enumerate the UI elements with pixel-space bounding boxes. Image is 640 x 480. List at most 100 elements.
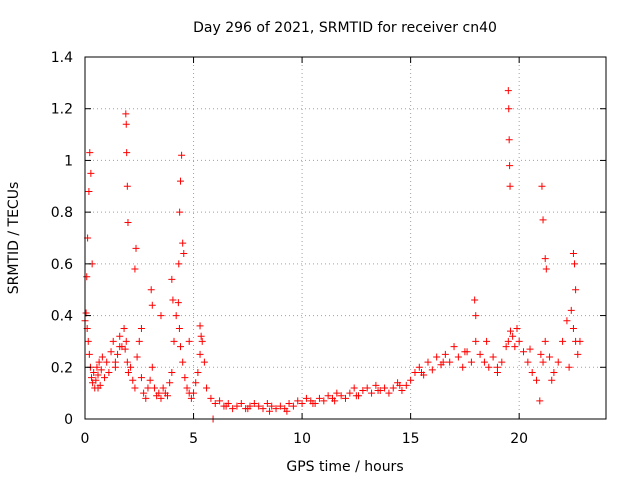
data-point bbox=[439, 358, 447, 366]
data-point bbox=[402, 381, 410, 389]
data-point bbox=[515, 337, 523, 345]
data-point bbox=[504, 87, 512, 95]
x-tick-label: 5 bbox=[189, 431, 198, 447]
data-point bbox=[485, 363, 493, 371]
data-point bbox=[121, 345, 129, 353]
data-point bbox=[467, 358, 475, 366]
data-point bbox=[526, 345, 534, 353]
y-tick-label: 1.4 bbox=[51, 50, 73, 66]
data-point bbox=[506, 182, 514, 190]
data-point bbox=[363, 384, 371, 392]
data-point bbox=[450, 343, 458, 351]
data-point bbox=[190, 389, 198, 397]
data-point bbox=[105, 368, 113, 376]
data-point bbox=[539, 216, 547, 224]
data-point bbox=[528, 368, 536, 376]
data-point bbox=[196, 350, 204, 358]
data-point bbox=[148, 301, 156, 309]
data-point bbox=[489, 353, 497, 361]
data-point bbox=[337, 392, 345, 400]
data-point bbox=[289, 402, 297, 410]
data-point bbox=[178, 151, 186, 159]
data-point bbox=[542, 265, 550, 273]
data-point bbox=[504, 337, 512, 345]
data-point bbox=[85, 350, 93, 358]
data-point bbox=[498, 358, 506, 366]
data-point bbox=[483, 337, 491, 345]
data-point bbox=[511, 343, 519, 351]
data-point bbox=[168, 368, 176, 376]
data-point bbox=[155, 389, 163, 397]
data-point bbox=[324, 392, 332, 400]
data-point bbox=[146, 376, 154, 384]
data-point bbox=[576, 337, 584, 345]
data-point bbox=[309, 399, 317, 407]
grid-layer bbox=[85, 57, 606, 419]
data-point bbox=[374, 387, 382, 395]
data-point bbox=[372, 381, 380, 389]
data-point bbox=[109, 337, 117, 345]
y-axis-label: SRMTID / TECUs bbox=[6, 182, 22, 295]
data-point bbox=[179, 358, 187, 366]
x-tick-label: 20 bbox=[510, 431, 528, 447]
data-point bbox=[175, 260, 183, 268]
data-point bbox=[122, 337, 130, 345]
data-point bbox=[198, 337, 206, 345]
data-point bbox=[385, 389, 393, 397]
data-point bbox=[174, 299, 182, 307]
data-point bbox=[197, 332, 205, 340]
y-tick-label: 0.2 bbox=[51, 360, 73, 376]
data-point bbox=[122, 120, 130, 128]
data-point bbox=[157, 394, 165, 402]
data-point bbox=[472, 312, 480, 320]
data-point bbox=[441, 350, 449, 358]
data-point bbox=[263, 399, 271, 407]
data-point bbox=[175, 325, 183, 332]
data-point bbox=[170, 337, 178, 345]
data-point bbox=[169, 296, 177, 304]
data-point bbox=[461, 348, 469, 356]
data-point bbox=[84, 337, 92, 345]
data-point bbox=[250, 399, 258, 407]
data-point bbox=[127, 363, 135, 371]
data-point bbox=[320, 397, 328, 405]
data-point bbox=[123, 358, 131, 366]
data-point bbox=[572, 286, 580, 294]
data-point bbox=[233, 402, 241, 410]
data-point bbox=[124, 218, 132, 226]
data-point bbox=[168, 275, 176, 283]
data-point bbox=[137, 325, 145, 332]
data-point bbox=[506, 162, 514, 170]
data-point bbox=[196, 322, 204, 330]
data-point bbox=[131, 265, 139, 273]
data-point bbox=[255, 402, 263, 410]
data-point bbox=[472, 337, 480, 345]
data-point bbox=[569, 325, 577, 332]
data-point bbox=[148, 363, 156, 371]
data-point bbox=[567, 306, 575, 314]
data-point bbox=[554, 358, 562, 366]
data-point bbox=[216, 397, 224, 405]
data-point bbox=[129, 376, 137, 384]
data-point bbox=[411, 368, 419, 376]
data-point bbox=[541, 337, 549, 345]
data-point bbox=[137, 374, 145, 382]
data-point bbox=[163, 392, 171, 400]
data-point bbox=[94, 384, 102, 392]
data-point bbox=[166, 379, 174, 387]
data-point bbox=[505, 105, 513, 113]
data-point bbox=[569, 250, 577, 258]
data-point bbox=[407, 376, 415, 384]
y-tick-label: 0.8 bbox=[51, 205, 73, 221]
y-tick-label: 1.2 bbox=[51, 102, 73, 118]
data-point bbox=[176, 208, 184, 216]
data-point bbox=[259, 405, 267, 413]
data-point bbox=[548, 376, 556, 384]
y-tick-label: 0 bbox=[64, 412, 73, 428]
data-point bbox=[123, 149, 131, 157]
x-tick-label: 0 bbox=[81, 431, 90, 447]
data-point bbox=[459, 363, 467, 371]
data-point bbox=[157, 312, 165, 320]
data-point bbox=[571, 260, 579, 268]
